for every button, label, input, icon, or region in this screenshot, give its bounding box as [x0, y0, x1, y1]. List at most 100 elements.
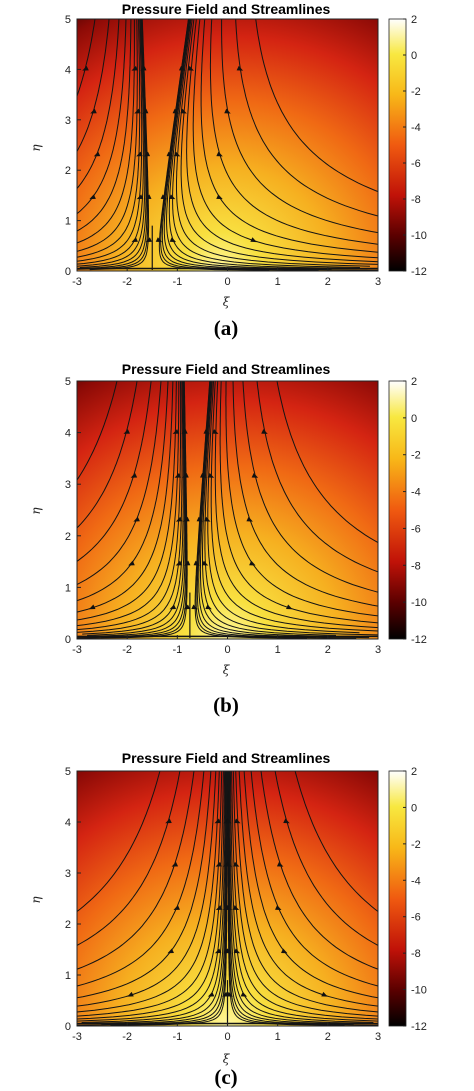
pressure-field [77, 19, 378, 271]
streamline [77, 771, 161, 913]
streamline [225, 381, 378, 617]
streamline [235, 771, 378, 1013]
y-axis-label: η [29, 507, 43, 515]
streamline-arrow [169, 604, 177, 610]
streamline-arrow [275, 905, 282, 910]
x-tick-label: 0 [224, 1031, 230, 1043]
streamline-arrow [215, 905, 223, 910]
streamline-arrow [276, 861, 284, 867]
streamline-arrow [175, 516, 183, 522]
x-axis-label: ξ [223, 1052, 231, 1066]
streamline-arrow [224, 108, 231, 114]
x-tick-label: 3 [375, 276, 381, 288]
colorbar-tick-label: 0 [411, 413, 417, 425]
x-tick-label: -1 [172, 276, 182, 288]
colorbar-tick-label: -12 [411, 266, 427, 278]
x-tick-label: -2 [122, 1031, 132, 1043]
streamline [77, 771, 223, 1017]
colorbar-tick-label: -10 [411, 597, 427, 609]
streamline [214, 381, 378, 629]
y-tick-label: 3 [65, 868, 71, 880]
panel-caption: (c) [214, 1065, 237, 1089]
x-tick-label: 2 [325, 644, 331, 656]
colorbar-tick-label: 2 [411, 376, 417, 388]
streamline [77, 19, 135, 244]
streamline [256, 381, 378, 573]
y-axis-label: η [29, 144, 43, 152]
streamline [77, 381, 174, 613]
streamline [77, 19, 141, 258]
streamline-arrow [167, 948, 174, 954]
y-tick-label: 5 [65, 14, 71, 26]
streamline-arrow [169, 237, 177, 243]
streamline-arrow [246, 516, 253, 522]
colorbar-tick-label: -6 [411, 158, 421, 170]
streamline-arrow [123, 429, 130, 434]
streamline [77, 771, 181, 946]
streamline-arrow [201, 560, 209, 566]
streamline-arrow [250, 237, 257, 243]
y-tick-label: 2 [65, 919, 71, 931]
streamline-arrow [173, 905, 180, 910]
streamline-arrow [133, 516, 140, 522]
panel-caption: (a) [214, 316, 239, 340]
streamline [204, 381, 378, 636]
streamline [243, 771, 378, 999]
streamlines [77, 19, 378, 271]
colorbar [388, 770, 407, 1027]
streamline [77, 19, 146, 267]
x-tick-label: 3 [375, 1031, 381, 1043]
streamline-arrow [204, 516, 211, 522]
colorbar-tick-label: -2 [411, 450, 421, 462]
streamline-arrow [281, 948, 288, 954]
streamline [232, 771, 378, 1017]
y-tick-label: 0 [65, 266, 71, 278]
colorbar-tick-label: -10 [411, 985, 427, 997]
streamline-arrow [236, 65, 244, 71]
streamline [77, 771, 226, 1022]
streamlines [77, 771, 378, 1026]
streamline [77, 19, 144, 265]
streamline [238, 771, 378, 1007]
colorbar-tick-label: 0 [411, 50, 417, 62]
y-tick-label: 1 [65, 582, 71, 594]
streamline-arrow [89, 194, 96, 200]
x-tick-label: -1 [172, 1031, 182, 1043]
streamline-arrow [232, 905, 240, 910]
streamline-arrow [136, 151, 143, 157]
streamline-arrow [136, 194, 144, 200]
streamline-arrow [173, 151, 181, 157]
y-tick-label: 5 [65, 766, 71, 778]
streamline [274, 771, 378, 946]
streamline [232, 381, 378, 607]
colorbar [388, 380, 407, 640]
streamline [219, 381, 378, 624]
streamline [77, 771, 227, 1025]
streamline [180, 19, 378, 265]
y-tick-label: 2 [65, 165, 71, 177]
colorbar-tick-label: -6 [411, 523, 421, 535]
streamline [200, 19, 378, 253]
colorbar-tick-label: -12 [411, 1021, 427, 1033]
x-tick-label: -2 [122, 644, 132, 656]
x-tick-label: 2 [325, 276, 331, 288]
streamline [172, 19, 360, 268]
y-tick-label: 3 [65, 479, 71, 491]
x-tick-label: 0 [224, 644, 230, 656]
streamline-arrow [214, 948, 222, 954]
streamline [199, 381, 342, 638]
streamline [77, 771, 195, 970]
colorbar-tick-label: -8 [411, 194, 421, 206]
colorbar-tick-label: -6 [411, 912, 421, 924]
streamline-arrow [128, 560, 135, 566]
streamline [77, 771, 205, 987]
y-tick-label: 1 [65, 216, 71, 228]
streamline-arrow [233, 948, 241, 954]
streamline-arrow [165, 818, 172, 824]
x-tick-label: -1 [172, 644, 182, 656]
x-tick-label: -3 [72, 1031, 82, 1043]
x-tick-label: -3 [72, 644, 82, 656]
streamline [186, 19, 378, 263]
x-tick-label: 1 [275, 1031, 281, 1043]
streamline-arrow [82, 65, 89, 71]
